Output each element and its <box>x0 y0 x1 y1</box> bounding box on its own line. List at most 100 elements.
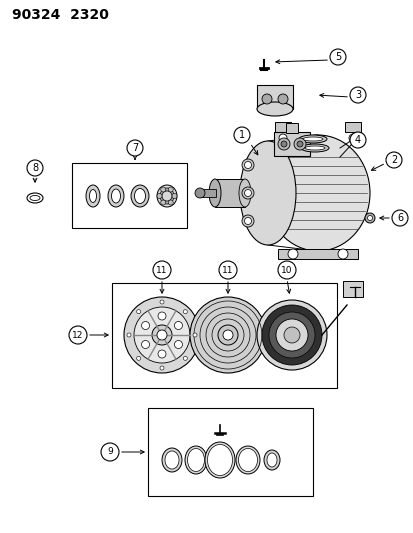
Circle shape <box>329 49 345 65</box>
Ellipse shape <box>89 190 96 203</box>
Ellipse shape <box>209 179 221 207</box>
Ellipse shape <box>256 102 292 116</box>
Bar <box>277 249 357 259</box>
Circle shape <box>174 321 182 329</box>
Circle shape <box>158 350 166 358</box>
Ellipse shape <box>204 442 235 478</box>
Circle shape <box>296 141 302 147</box>
Text: 7: 7 <box>132 143 138 153</box>
Circle shape <box>275 319 307 351</box>
Text: 5: 5 <box>334 52 340 62</box>
Circle shape <box>261 305 321 365</box>
Circle shape <box>124 297 199 373</box>
Text: 12: 12 <box>72 330 83 340</box>
Circle shape <box>244 161 251 168</box>
Circle shape <box>160 200 165 205</box>
Circle shape <box>69 326 87 344</box>
Bar <box>199 189 216 197</box>
Ellipse shape <box>263 450 279 470</box>
Ellipse shape <box>157 185 177 207</box>
Ellipse shape <box>266 135 369 251</box>
Circle shape <box>160 187 165 192</box>
Bar <box>285 123 297 133</box>
Ellipse shape <box>235 446 259 474</box>
Ellipse shape <box>86 185 100 207</box>
Circle shape <box>152 325 171 345</box>
Ellipse shape <box>185 446 206 474</box>
Circle shape <box>195 188 204 198</box>
Circle shape <box>157 193 161 198</box>
Text: 1: 1 <box>238 130 244 140</box>
Bar <box>342 281 362 297</box>
Circle shape <box>277 261 295 279</box>
Circle shape <box>153 261 171 279</box>
Circle shape <box>141 341 149 349</box>
Ellipse shape <box>302 137 322 141</box>
Ellipse shape <box>266 453 276 467</box>
Ellipse shape <box>131 185 149 207</box>
Bar <box>214 179 244 207</box>
Circle shape <box>136 357 140 360</box>
Circle shape <box>256 300 326 370</box>
Bar <box>256 85 292 109</box>
Circle shape <box>261 94 271 104</box>
Circle shape <box>158 312 166 320</box>
Circle shape <box>244 217 251 224</box>
Circle shape <box>268 312 314 358</box>
Circle shape <box>337 249 347 259</box>
Circle shape <box>349 87 365 103</box>
Circle shape <box>159 300 164 304</box>
Circle shape <box>244 190 251 197</box>
Bar <box>344 122 360 132</box>
Circle shape <box>287 249 297 259</box>
Ellipse shape <box>300 144 328 152</box>
Circle shape <box>280 141 286 147</box>
Circle shape <box>157 330 166 340</box>
Ellipse shape <box>134 189 145 204</box>
Circle shape <box>391 210 407 226</box>
Text: 90324  2320: 90324 2320 <box>12 8 109 22</box>
Circle shape <box>171 193 177 198</box>
Text: 9: 9 <box>107 448 113 456</box>
Circle shape <box>183 357 187 360</box>
Text: 3: 3 <box>354 90 360 100</box>
Ellipse shape <box>108 185 124 207</box>
Circle shape <box>174 341 182 349</box>
Circle shape <box>127 333 131 337</box>
Ellipse shape <box>30 196 40 200</box>
Circle shape <box>223 330 233 340</box>
Text: 11: 11 <box>156 265 167 274</box>
Ellipse shape <box>159 188 173 204</box>
Circle shape <box>385 152 401 168</box>
Ellipse shape <box>161 448 182 472</box>
Ellipse shape <box>304 146 324 150</box>
Circle shape <box>293 138 305 150</box>
Circle shape <box>218 261 236 279</box>
Circle shape <box>349 132 365 148</box>
Circle shape <box>159 366 164 370</box>
Bar <box>72 163 187 228</box>
Circle shape <box>277 138 289 150</box>
Ellipse shape <box>111 189 120 203</box>
Ellipse shape <box>240 141 295 245</box>
Ellipse shape <box>207 445 232 475</box>
Text: 8: 8 <box>32 163 38 173</box>
Text: 11: 11 <box>222 265 233 274</box>
Text: 4: 4 <box>354 135 360 145</box>
Text: 2: 2 <box>390 155 396 165</box>
Ellipse shape <box>238 179 250 207</box>
Circle shape <box>141 321 149 329</box>
Circle shape <box>27 160 43 176</box>
Circle shape <box>242 159 254 171</box>
Ellipse shape <box>298 135 326 143</box>
Circle shape <box>134 307 190 363</box>
Circle shape <box>101 443 119 461</box>
Ellipse shape <box>165 451 178 469</box>
Circle shape <box>190 297 266 373</box>
Circle shape <box>192 333 197 337</box>
Text: 10: 10 <box>280 265 292 274</box>
Ellipse shape <box>187 448 204 472</box>
Circle shape <box>277 94 287 104</box>
Circle shape <box>218 325 237 345</box>
Circle shape <box>242 187 254 199</box>
